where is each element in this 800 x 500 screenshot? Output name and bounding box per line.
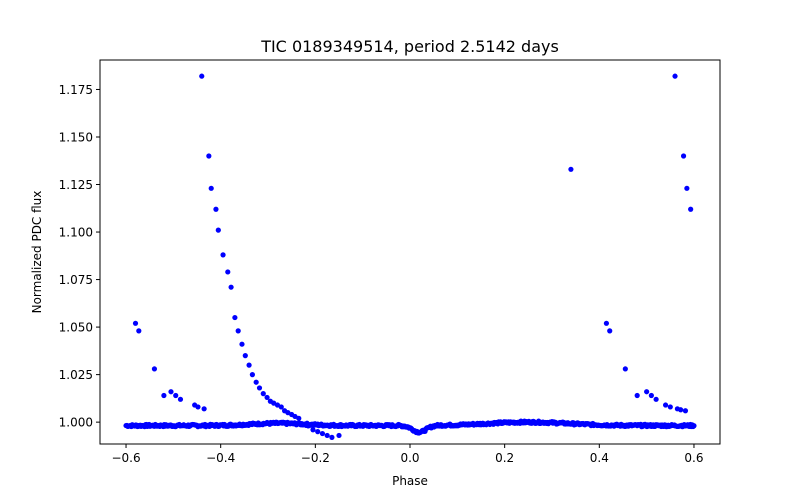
data-point bbox=[239, 341, 245, 347]
data-point bbox=[208, 185, 214, 191]
data-point bbox=[672, 73, 678, 79]
data-point bbox=[315, 429, 321, 435]
data-point bbox=[688, 206, 694, 212]
data-point bbox=[246, 362, 252, 368]
data-point bbox=[249, 372, 255, 378]
data-point bbox=[680, 153, 687, 159]
x-tick-label: 0.6 bbox=[684, 451, 703, 465]
y-tick-label: 1.025 bbox=[59, 368, 93, 382]
data-point bbox=[278, 404, 284, 410]
baseline-point bbox=[691, 423, 697, 429]
x-tick-label: 0.0 bbox=[400, 451, 419, 465]
data-point bbox=[603, 320, 610, 326]
data-point bbox=[136, 328, 142, 334]
data-point bbox=[168, 389, 174, 395]
data-point bbox=[644, 389, 650, 395]
data-point bbox=[305, 423, 311, 429]
data-point bbox=[678, 407, 684, 413]
data-point bbox=[225, 269, 231, 275]
x-tick-label: −0.4 bbox=[206, 451, 235, 465]
y-tick-label: 1.100 bbox=[59, 226, 93, 240]
data-point bbox=[195, 404, 201, 410]
data-point bbox=[177, 396, 184, 402]
data-point bbox=[201, 406, 207, 412]
y-tick-label: 1.075 bbox=[59, 273, 93, 287]
data-point bbox=[264, 394, 270, 401]
data-point bbox=[622, 366, 628, 372]
y-axis-ticks: 1.000 1.025 1.050 1.075 1.100 1.125 1.150 1.175 bbox=[59, 83, 100, 430]
x-tick-label: −0.2 bbox=[301, 451, 330, 465]
data-point bbox=[324, 432, 330, 439]
data-point bbox=[568, 166, 574, 172]
chart-title: TIC 0189349514, period 2.5142 days bbox=[260, 37, 559, 56]
y-tick-label: 1.125 bbox=[59, 178, 93, 192]
data-point bbox=[232, 314, 238, 321]
x-tick-label: 0.2 bbox=[495, 451, 514, 465]
data-point bbox=[228, 284, 234, 290]
x-tick-label: −0.6 bbox=[111, 451, 140, 465]
data-point bbox=[253, 379, 259, 385]
y-tick-label: 1.050 bbox=[59, 321, 93, 335]
y-tick-label: 1.150 bbox=[59, 130, 93, 144]
data-point bbox=[199, 73, 205, 79]
data-point bbox=[329, 434, 335, 440]
data-point bbox=[607, 328, 613, 334]
data-point bbox=[296, 415, 302, 421]
plot-frame bbox=[99, 59, 721, 445]
data-point bbox=[648, 392, 654, 399]
data-point bbox=[682, 408, 689, 414]
data-point bbox=[161, 392, 167, 399]
data-point bbox=[260, 391, 266, 397]
data-point bbox=[310, 427, 316, 433]
data-point bbox=[235, 328, 241, 334]
data-point bbox=[319, 430, 326, 437]
x-tick-label: 0.4 bbox=[590, 451, 609, 465]
data-point bbox=[215, 227, 221, 233]
data-points bbox=[123, 73, 697, 440]
data-point bbox=[242, 353, 248, 359]
x-axis-ticks: −0.6 −0.4 −0.2 0.0 0.2 0.4 0.6 bbox=[111, 444, 704, 465]
y-axis-label: Normalized PDC flux bbox=[30, 191, 44, 314]
data-point bbox=[151, 366, 158, 372]
data-point bbox=[213, 206, 219, 212]
data-point bbox=[173, 392, 179, 399]
y-tick-label: 1.175 bbox=[59, 83, 93, 97]
data-point bbox=[132, 320, 139, 326]
data-point bbox=[336, 432, 342, 439]
data-point bbox=[662, 402, 669, 408]
data-point bbox=[220, 252, 226, 258]
data-point bbox=[684, 185, 690, 191]
data-point bbox=[653, 396, 659, 402]
data-point bbox=[667, 404, 673, 410]
data-point bbox=[206, 153, 212, 159]
y-tick-label: 1.000 bbox=[59, 416, 93, 430]
data-point bbox=[256, 385, 263, 391]
x-axis-label: Phase bbox=[392, 474, 428, 488]
data-point bbox=[634, 392, 640, 399]
